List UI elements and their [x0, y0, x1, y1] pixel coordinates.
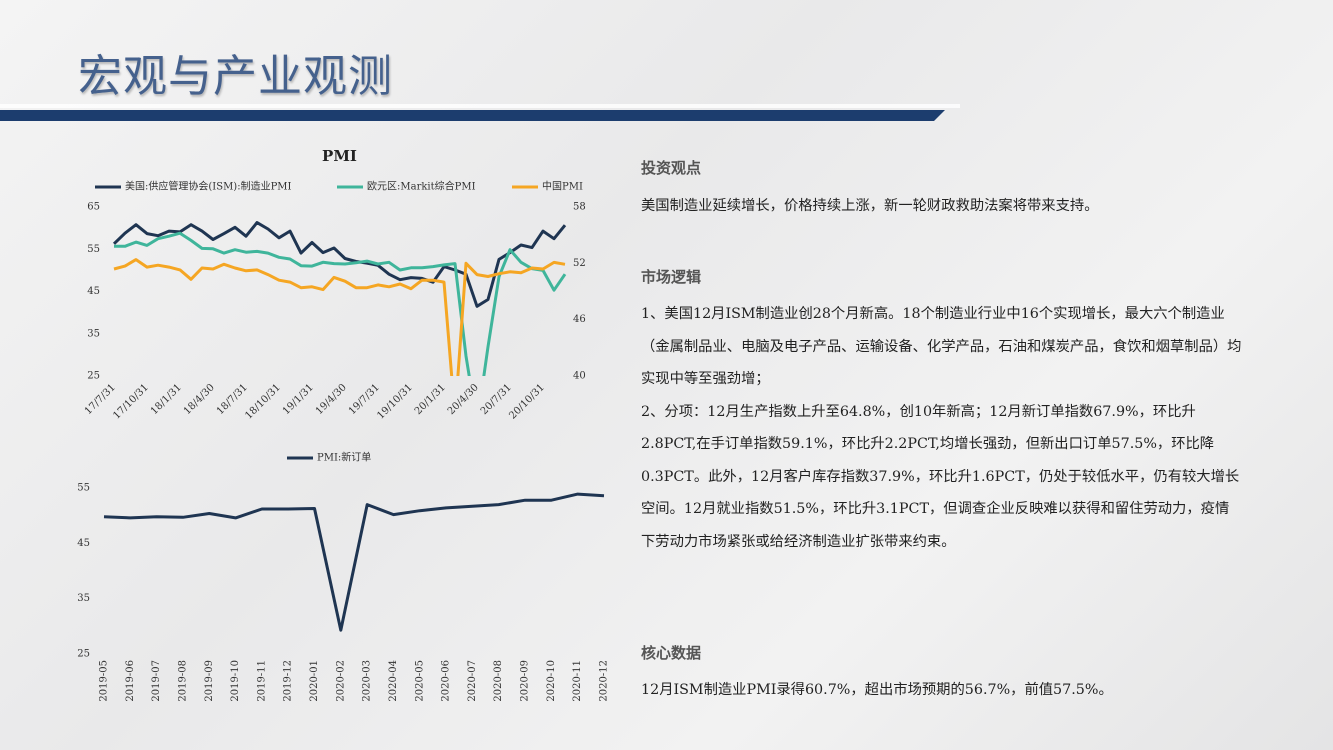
x-tick-label: 2019-07	[151, 660, 162, 702]
y-tick-label: 25	[87, 371, 100, 382]
legend-label: 欧元区:Markit综合PMI	[367, 180, 476, 193]
y2-tick-label: 58	[573, 202, 586, 213]
section-heading: 投资观点	[641, 159, 702, 177]
paragraph: 12月ISM制造业PMI录得60.7%，超出市场预期的56.7%，前值57.5%…	[641, 682, 1113, 698]
x-tick-label: 2020-06	[441, 660, 452, 702]
y-tick-label: 35	[87, 328, 100, 339]
x-tick-label: 2020-02	[335, 660, 346, 702]
x-tick-label: 2020-03	[362, 660, 373, 702]
x-tick-label: 2019-09	[204, 660, 215, 702]
x-tick-label: 2020-01	[309, 660, 320, 702]
section: 投资观点 美国制造业延续增长，价格持续上涨，新一轮财政救助法案将带来支持。	[641, 155, 1243, 223]
y2-tick-label: 46	[573, 314, 586, 325]
x-tick-label: 18/4/30	[182, 382, 217, 417]
y-tick-label: 25	[77, 649, 90, 660]
x-tick-label: 19/4/30	[314, 382, 349, 417]
x-tick-label: 2020-09	[520, 660, 531, 702]
x-tick-label: 17/10/31	[111, 382, 151, 422]
chart-title: PMI	[322, 147, 357, 165]
y2-tick-label: 40	[573, 371, 586, 382]
series-line	[114, 231, 567, 376]
x-tick-label: 20/10/31	[507, 382, 547, 422]
x-tick-label: 2019-06	[125, 660, 136, 702]
section-heading: 核心数据	[641, 644, 702, 662]
x-tick-label: 19/10/31	[375, 382, 415, 422]
page-title: 宏观与产业观测	[78, 51, 393, 102]
x-tick-label: 18/10/31	[243, 382, 283, 422]
paragraph: 美国制造业延续增长，价格持续上涨，新一轮财政救助法案将带来支持。	[641, 198, 1099, 214]
legend-label: 中国PMI	[542, 180, 583, 193]
series-line	[113, 258, 566, 376]
x-tick-label: 2019-05	[99, 660, 110, 702]
x-tick-label: 2020-04	[388, 660, 399, 702]
x-tick-label: 20/4/30	[446, 382, 481, 417]
x-tick-label: 2020-07	[467, 660, 478, 702]
x-tick-label: 2019-08	[177, 660, 188, 702]
x-tick-label: 2020-11	[572, 660, 583, 702]
x-tick-label: 18/1/31	[149, 382, 184, 417]
header-bar	[0, 110, 945, 121]
y-tick-label: 45	[77, 538, 90, 549]
section-heading: 市场逻辑	[641, 268, 702, 286]
series-line	[112, 221, 567, 308]
x-tick-label: 2019-11	[256, 660, 267, 702]
x-tick-label: 2020-08	[493, 660, 504, 702]
x-tick-label: 20/1/31	[413, 382, 448, 417]
x-tick-label: 2020-05	[414, 660, 425, 702]
series-line	[103, 492, 605, 632]
y-tick-label: 65	[87, 202, 100, 213]
x-tick-label: 2020-12	[599, 660, 610, 702]
paragraph: 1、美国12月ISM制造业创28个月新高。18个制造业行业中16个实现增长，最大…	[641, 306, 1242, 387]
x-tick-label: 2019-10	[230, 660, 241, 702]
bar-highlight	[0, 104, 960, 108]
section: 市场逻辑 1、美国12月ISM制造业创28个月新高。18个制造业行业中16个实现…	[641, 264, 1243, 558]
y-tick-label: 45	[87, 286, 100, 297]
y-tick-label: 55	[87, 244, 100, 255]
legend-label: 美国:供应管理协会(ISM):制造业PMI	[125, 180, 292, 193]
legend-label: PMI:新订单	[317, 451, 371, 464]
x-tick-label: 19/1/31	[281, 382, 316, 417]
section: 核心数据 12月ISM制造业PMI录得60.7%，超出市场预期的56.7%，前值…	[641, 640, 1243, 707]
y-tick-label: 55	[77, 483, 90, 494]
y2-tick-label: 52	[573, 258, 586, 269]
x-tick-label: 2019-12	[283, 660, 294, 702]
x-tick-label: 2020-10	[546, 660, 557, 702]
paragraph: 2、分项：12月生产指数上升至64.8%，创10年新高；12月新订单指数67.9…	[641, 403, 1240, 550]
y-tick-label: 35	[77, 593, 90, 604]
